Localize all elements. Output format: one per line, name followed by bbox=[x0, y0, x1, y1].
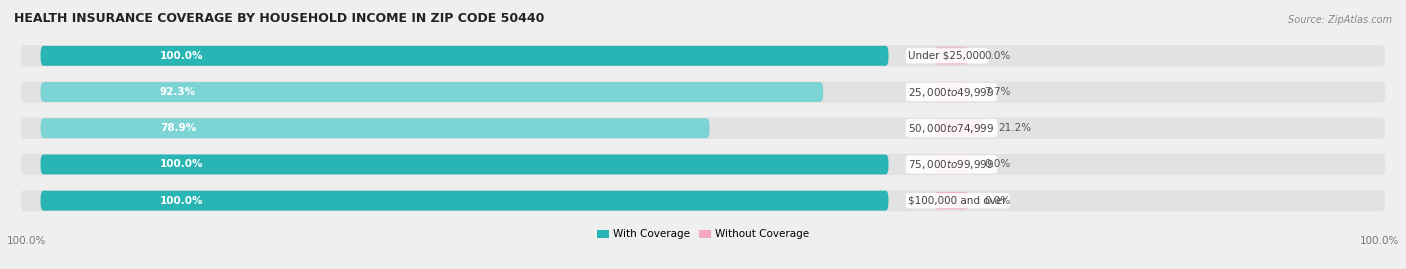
Text: Under $25,000: Under $25,000 bbox=[908, 51, 986, 61]
Legend: With Coverage, Without Coverage: With Coverage, Without Coverage bbox=[592, 225, 814, 244]
Text: 0.0%: 0.0% bbox=[984, 51, 1010, 61]
FancyBboxPatch shape bbox=[21, 45, 1385, 66]
FancyBboxPatch shape bbox=[41, 46, 889, 66]
FancyBboxPatch shape bbox=[41, 154, 889, 174]
FancyBboxPatch shape bbox=[21, 190, 1385, 211]
Text: Source: ZipAtlas.com: Source: ZipAtlas.com bbox=[1288, 15, 1392, 25]
Text: $75,000 to $99,999: $75,000 to $99,999 bbox=[908, 158, 994, 171]
Text: 7.7%: 7.7% bbox=[984, 87, 1011, 97]
Text: 92.3%: 92.3% bbox=[160, 87, 195, 97]
Text: $100,000 and over: $100,000 and over bbox=[908, 196, 1007, 206]
Text: 100.0%: 100.0% bbox=[160, 196, 204, 206]
FancyBboxPatch shape bbox=[935, 120, 983, 137]
Text: 21.2%: 21.2% bbox=[998, 123, 1032, 133]
FancyBboxPatch shape bbox=[41, 118, 710, 138]
Text: 100.0%: 100.0% bbox=[160, 160, 204, 169]
FancyBboxPatch shape bbox=[21, 154, 1385, 175]
FancyBboxPatch shape bbox=[935, 47, 967, 64]
Text: 0.0%: 0.0% bbox=[984, 160, 1010, 169]
FancyBboxPatch shape bbox=[935, 192, 967, 209]
FancyBboxPatch shape bbox=[41, 191, 889, 211]
Text: HEALTH INSURANCE COVERAGE BY HOUSEHOLD INCOME IN ZIP CODE 50440: HEALTH INSURANCE COVERAGE BY HOUSEHOLD I… bbox=[14, 12, 544, 25]
Text: $25,000 to $49,999: $25,000 to $49,999 bbox=[908, 86, 994, 98]
Text: 0.0%: 0.0% bbox=[984, 196, 1010, 206]
Text: 100.0%: 100.0% bbox=[1360, 236, 1399, 246]
Text: 78.9%: 78.9% bbox=[160, 123, 195, 133]
FancyBboxPatch shape bbox=[935, 156, 967, 173]
Text: $50,000 to $74,999: $50,000 to $74,999 bbox=[908, 122, 994, 135]
FancyBboxPatch shape bbox=[935, 83, 967, 101]
FancyBboxPatch shape bbox=[21, 118, 1385, 139]
Text: 100.0%: 100.0% bbox=[160, 51, 204, 61]
Text: 100.0%: 100.0% bbox=[7, 236, 46, 246]
FancyBboxPatch shape bbox=[41, 82, 823, 102]
FancyBboxPatch shape bbox=[21, 81, 1385, 103]
